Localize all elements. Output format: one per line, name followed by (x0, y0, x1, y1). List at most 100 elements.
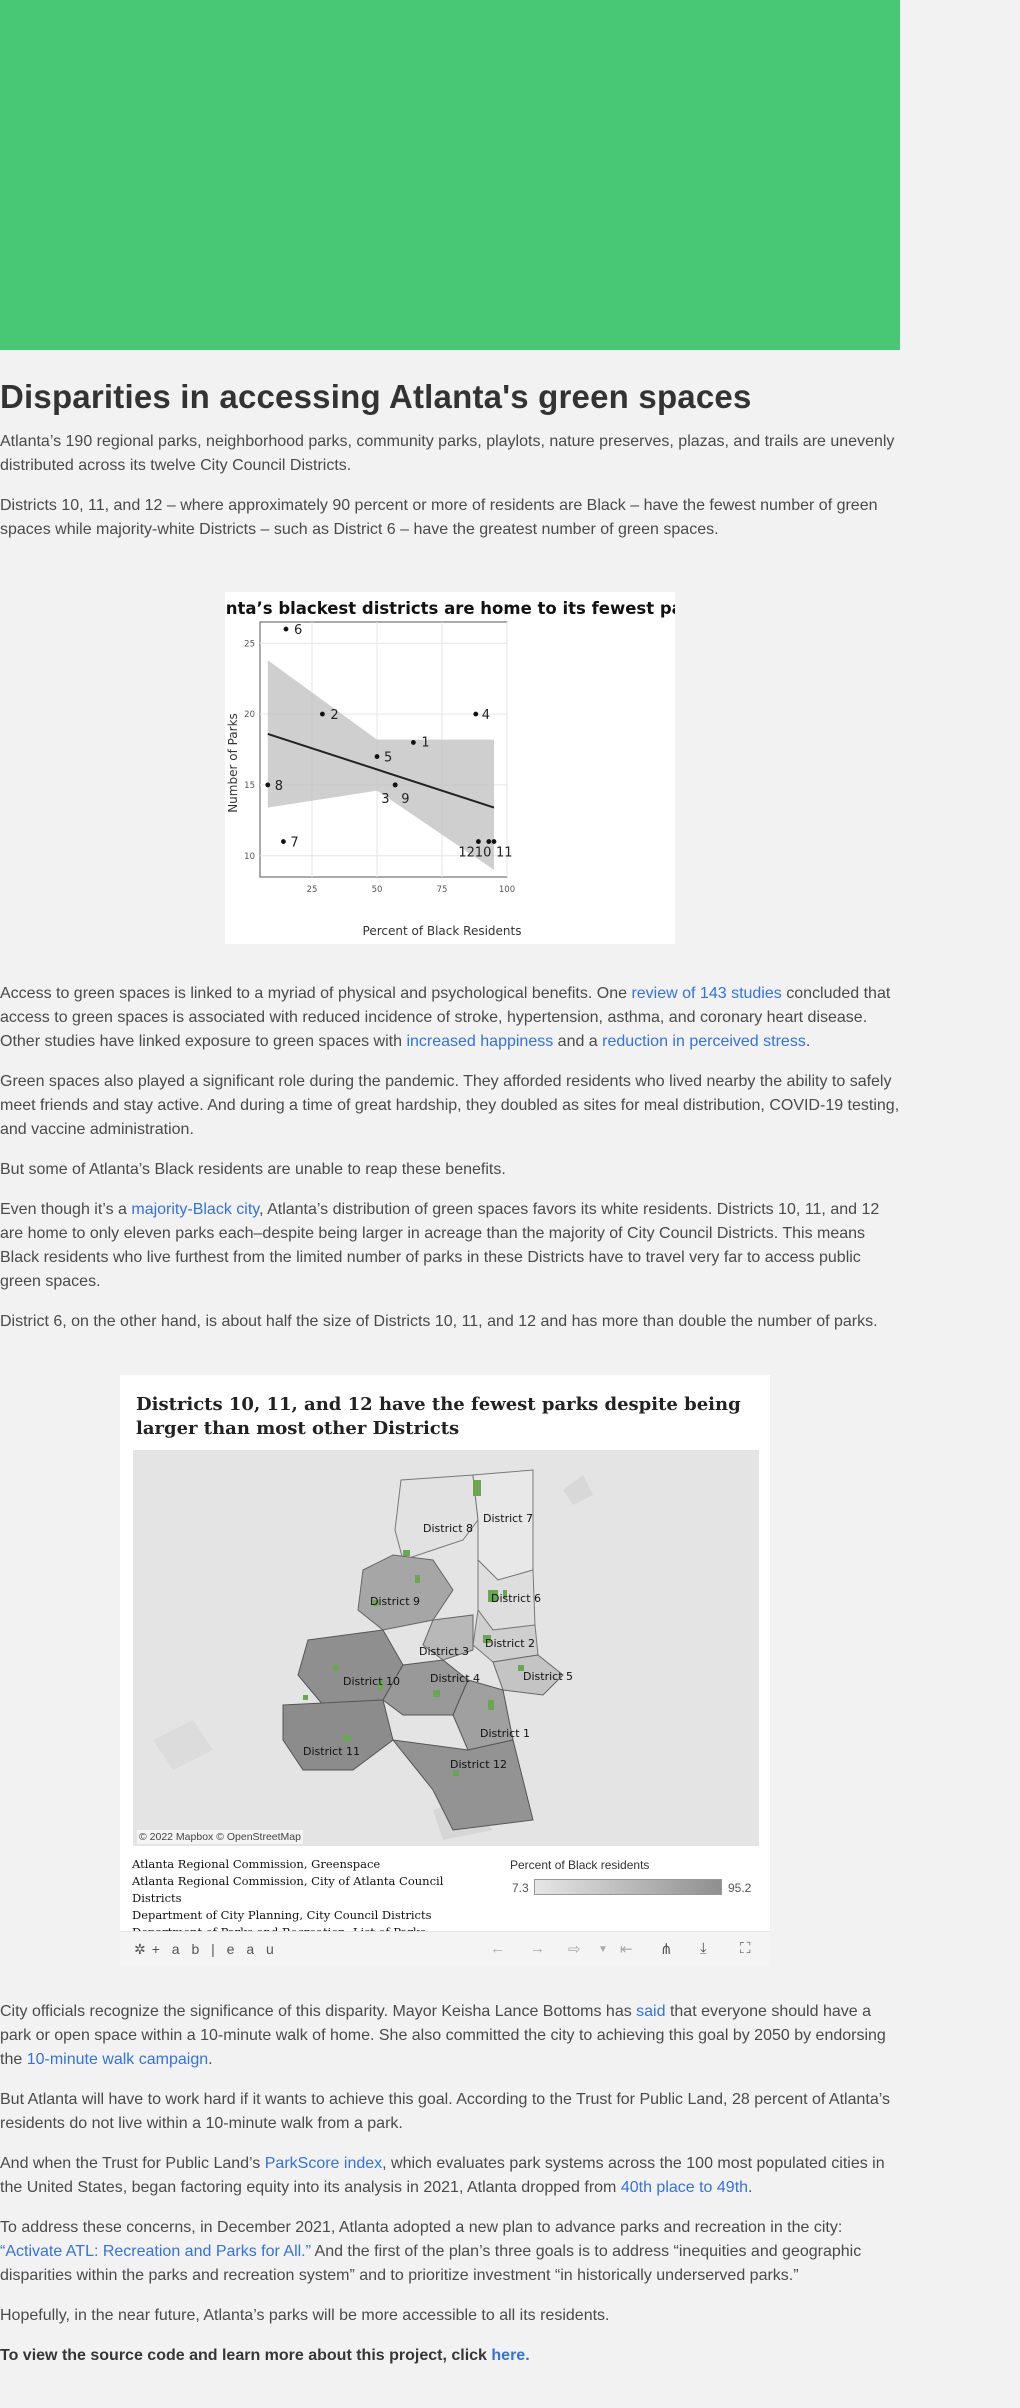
text-span: , Atlanta’s distribution of green spaces… (0, 1201, 880, 1290)
point-label: 2 (330, 708, 338, 723)
text-span: concluded that access to green spaces is… (0, 985, 891, 1050)
point-label: 6 (294, 623, 302, 638)
district-12-area (391, 1739, 534, 1831)
map-credit[interactable]: © 2022 Mapbox © OpenStreetMap (137, 1830, 303, 1844)
point-label: 11 (496, 846, 513, 861)
link-review-143-studies[interactable]: review of 143 studies (631, 985, 782, 1002)
point-label: 4 (482, 708, 490, 723)
point-label: 10 (475, 846, 492, 861)
share-icon[interactable]: ⋔ (660, 1941, 673, 1958)
data-point (411, 740, 416, 745)
source-line: Atlanta Regional Commission, Greenspace (132, 1857, 381, 1871)
x-tick-label: 50 (372, 885, 383, 895)
pandemic-paragraph: Green spaces also played a significant r… (0, 1073, 900, 1138)
text-span: Access to green spaces is linked to a my… (0, 985, 632, 1002)
district-label: District 3 (419, 1645, 469, 1658)
point-label: 3 (381, 792, 389, 807)
link-here[interactable]: here. (491, 2347, 530, 2364)
data-point (491, 839, 497, 844)
text-span: . (208, 2051, 213, 2068)
text-span: And the first of the plan’s three goals … (0, 2243, 862, 2284)
link-activate-atl[interactable]: “Activate ATL: Recreation and Parks for … (0, 2243, 311, 2260)
district-label: District 10 (343, 1675, 400, 1688)
data-point (476, 839, 481, 844)
data-point (486, 839, 492, 844)
district-9-area (357, 1554, 454, 1631)
district-label: District 1 (480, 1727, 530, 1740)
y-tick-label: 20 (244, 710, 255, 720)
district-label: District 4 (430, 1672, 480, 1685)
district-label: District 7 (483, 1512, 533, 1525)
data-point (320, 711, 325, 717)
confidence-band (267, 660, 494, 870)
page-title: Disparities in accessing Atlanta's green… (0, 378, 752, 415)
source-code-paragraph: To view the source code and learn more a… (0, 2344, 900, 2368)
text-span: . (748, 2179, 753, 2196)
tableau-logo[interactable]: ✲ + a b | e a u (134, 1941, 278, 1958)
link-increased-happiness[interactable]: increased happiness (406, 1033, 554, 1050)
hero-banner (0, 0, 900, 350)
map-sources: Atlanta Regional Commission, Greenspace … (132, 1856, 492, 1941)
trend-line (267, 732, 495, 809)
intro-paragraph-1: Atlanta’s 190 regional parks, neighborho… (0, 433, 895, 474)
text-span: . (805, 1033, 811, 1050)
x-tick-label: 75 (437, 885, 448, 895)
chevron-down-icon[interactable]: ▼ (598, 1944, 608, 1955)
district-label: District 9 (370, 1595, 420, 1608)
district-6-paragraph: District 6, on the other hand, is about … (0, 1313, 878, 1330)
chart-x-label: Percent of Black Residents (363, 924, 522, 938)
intro-paragraph-2: Districts 10, 11, and 12 – where approxi… (0, 497, 878, 538)
benefits-gap-paragraph: But some of Atlanta’s Black residents ar… (0, 1161, 506, 1178)
distribution-paragraph: Even though it’s a majority-Black city, … (0, 1198, 900, 1294)
reset-icon[interactable]: ⇤ (620, 1941, 633, 1958)
text-span: , which evaluates park systems across th… (0, 2155, 885, 2196)
benefits-paragraph: Access to green spaces is linked to a my… (0, 982, 900, 1054)
legend-max: 95.2 (728, 1881, 752, 1895)
point-label: 7 (290, 836, 298, 851)
data-point (283, 626, 289, 632)
y-tick-label: 10 (244, 852, 255, 862)
map-terrain (153, 1720, 213, 1770)
text-span: that everyone should have a park or open… (0, 2003, 886, 2068)
revert-icon[interactable]: ⇨ (568, 1941, 581, 1958)
fullscreen-icon[interactable]: ⛶ (740, 1940, 751, 1957)
link-reduction-perceived-stress[interactable]: reduction in perceived stress (602, 1033, 806, 1050)
district-map-figure: Districts 10, 11, and 12 have the fewest… (120, 1375, 770, 1965)
text-span: To address these concerns, in December 2… (0, 2219, 843, 2236)
point-label: 5 (384, 751, 392, 766)
district-label: District 2 (485, 1637, 535, 1650)
park-markers (303, 1480, 524, 1776)
chart-y-label: Number of Parks (226, 713, 240, 813)
point-label: 1 (421, 735, 429, 750)
city-officials-paragraph: City officials recognize the significanc… (0, 2000, 900, 2072)
district-map[interactable]: District 8 District 7 District 6 Distric… (133, 1450, 759, 1846)
data-point (473, 711, 479, 717)
undo-icon[interactable]: ← (490, 1940, 505, 1957)
district-label: District 12 (450, 1758, 507, 1771)
district-label: District 6 (491, 1592, 541, 1605)
point-label: 9 (401, 792, 409, 807)
link-said[interactable]: said (636, 2003, 666, 2020)
text-span: and a (553, 1033, 603, 1050)
legend-gradient-bar (534, 1879, 722, 1895)
legend-title: Percent of Black residents (510, 1858, 650, 1872)
activate-atl-paragraph: To address these concerns, in December 2… (0, 2216, 900, 2288)
link-10-minute-walk-campaign[interactable]: 10-minute walk campaign (26, 2051, 209, 2068)
data-point (374, 754, 380, 759)
download-icon[interactable]: ⤓ (700, 1940, 707, 1957)
text-span: To view the source code and learn more a… (0, 2347, 492, 2364)
point-label: 12 (458, 846, 475, 861)
x-tick-label: 25 (307, 885, 318, 895)
text-span: And when the Trust for Public Land’s (0, 2155, 265, 2172)
redo-icon[interactable]: → (530, 1940, 545, 1957)
link-majority-black-city[interactable]: majority-Black city (131, 1201, 260, 1218)
district-map-svg: District 8 District 7 District 6 Distric… (133, 1450, 759, 1846)
district-label: District 8 (423, 1522, 473, 1535)
link-parkscore-index[interactable]: ParkScore index (264, 2155, 383, 2172)
link-40th-to-49th[interactable]: 40th place to 49th (620, 2179, 749, 2196)
work-hard-paragraph: But Atlanta will have to work hard if it… (0, 2091, 890, 2132)
text-span: Even though it’s a (0, 1201, 132, 1218)
district-11-area (282, 1699, 394, 1771)
district-label: District 5 (523, 1670, 573, 1683)
